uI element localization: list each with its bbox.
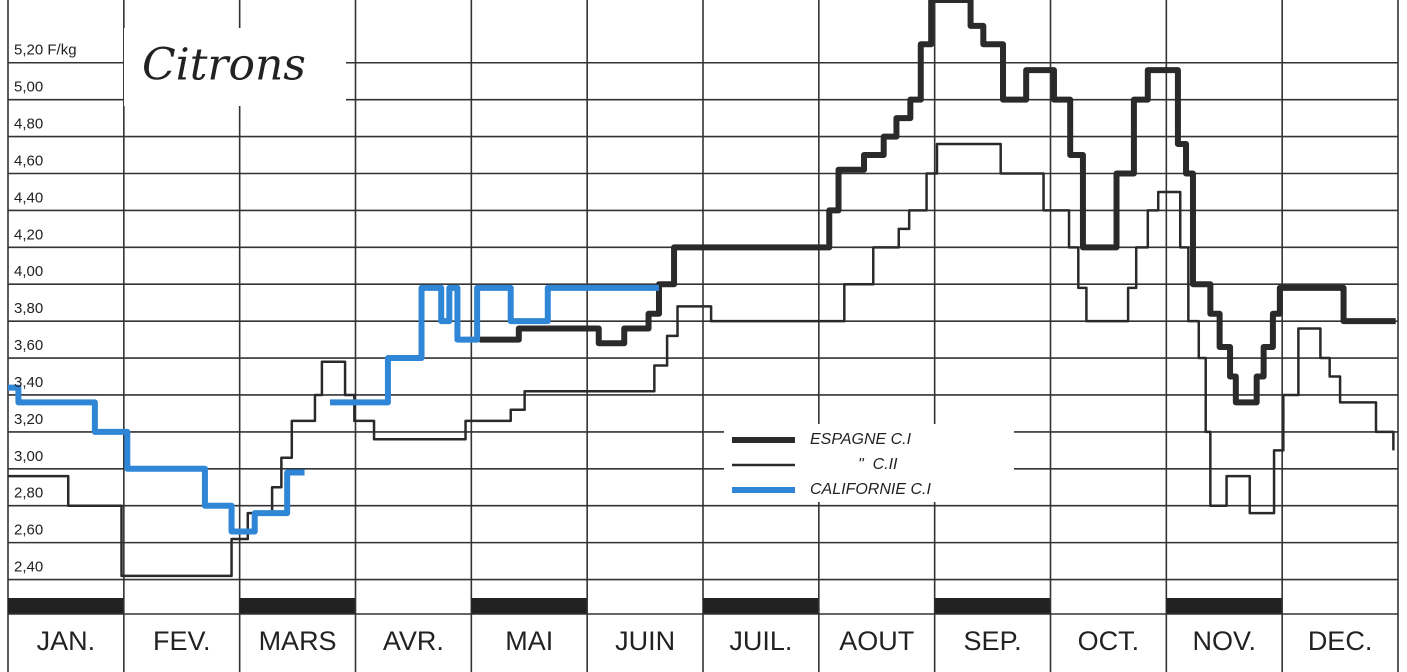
series-line: [8, 384, 305, 535]
chart-title: Citrons: [142, 40, 306, 91]
legend: ESPAGNE C.I " C.II CALIFORNIE C.I: [724, 424, 1014, 502]
y-tick-label: 2,60: [14, 522, 43, 539]
x-tick-label: AVR.: [383, 626, 444, 656]
y-tick-label: 4,20: [14, 226, 43, 243]
x-tick-label: DEC.: [1308, 626, 1373, 656]
x-tick-label: JUIN: [615, 626, 675, 656]
series-line: [8, 142, 1395, 578]
y-tick-label: 3,60: [14, 337, 43, 354]
y-tick-label: 3,00: [14, 448, 43, 465]
x-tick-label: OCT.: [1078, 626, 1140, 656]
month-band: [8, 598, 124, 614]
legend-label: " C.II: [858, 456, 898, 473]
y-tick-label: 2,80: [14, 485, 43, 502]
series-line: [330, 284, 659, 406]
axis: 5,20 F/kg 5,00 4,80 4,60 4,40 4,20 4,00 3,80 3,6…: [14, 42, 1372, 656]
x-tick-label: NOV.: [1192, 626, 1256, 656]
y-tick-label: 4,00: [14, 263, 43, 280]
y-tick-label: 3,40: [14, 374, 43, 391]
month-band: [471, 598, 588, 614]
x-tick-label: FEV.: [153, 626, 211, 656]
legend-label: CALIFORNIE C.I: [810, 481, 931, 498]
y-tick-label: 4,80: [14, 116, 43, 133]
x-tick-label: AOUT: [839, 626, 914, 656]
y-tick-label: 3,80: [14, 300, 43, 317]
x-tick-label: SEP.: [964, 626, 1022, 656]
x-tick-label: MARS: [259, 626, 337, 656]
title-box: [124, 28, 346, 106]
y-tick-label: 4,60: [14, 152, 43, 169]
x-tick-label: MAI: [505, 626, 553, 656]
grid: [7, 0, 1399, 672]
legend-label: ESPAGNE C.I: [810, 431, 912, 448]
series-line: [479, 0, 1396, 406]
month-band: [703, 598, 819, 614]
month-band: [1166, 598, 1283, 614]
x-tick-label: JUIL.: [729, 626, 792, 656]
month-band: [239, 598, 356, 614]
month-band: [934, 598, 1051, 614]
y-tick-label: 3,20: [14, 411, 43, 428]
y-tick-label: 4,40: [14, 189, 43, 206]
x-tick-label: JAN.: [37, 626, 96, 656]
y-tick-label: 2,40: [14, 559, 43, 576]
y-tick-label: 5,20 F/kg: [14, 42, 77, 59]
lines: [8, 0, 1396, 578]
y-tick-label: 5,00: [14, 79, 43, 96]
